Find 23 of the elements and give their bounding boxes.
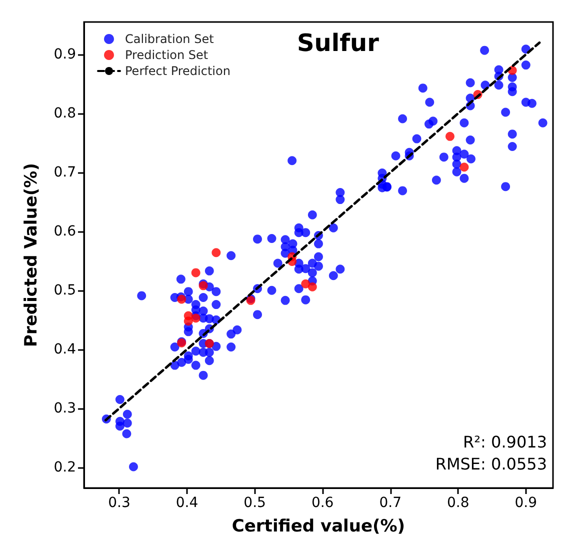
x-tick-label: 0.9 [514, 495, 538, 511]
y-tick-label: 0.2 [54, 459, 76, 476]
annotation: RMSE: 0.0553 [435, 454, 547, 474]
annotation: R²: 0.9013 [463, 432, 547, 452]
y-tick-label: 0.6 [54, 223, 76, 240]
x-tick-label: 0.4 [176, 495, 198, 511]
legend-label: Perfect Prediction [125, 64, 230, 78]
y-tick-label: 0.7 [54, 164, 76, 180]
legend-label: Calibration Set [125, 32, 214, 46]
y-tick-label: 0.9 [54, 46, 76, 62]
legend-label: Prediction Set [125, 48, 208, 62]
y-tick-label: 0.5 [54, 282, 76, 298]
y-tick-label: 0.4 [54, 341, 76, 358]
x-tick-label: 0.7 [379, 495, 402, 511]
x-axis-title: Certified value(%) [232, 516, 406, 536]
x-tick-label: 0.5 [244, 495, 266, 511]
x-tick-label: 0.6 [311, 495, 334, 511]
x-tick-label: 0.8 [446, 495, 470, 511]
y-tick-label: 0.3 [54, 400, 76, 416]
x-tick-label: 0.3 [108, 495, 130, 511]
chart-title: Sulfur [297, 29, 380, 57]
y-axis-title: Predicted Value(%) [22, 163, 42, 347]
y-tick-label: 0.8 [54, 105, 76, 122]
